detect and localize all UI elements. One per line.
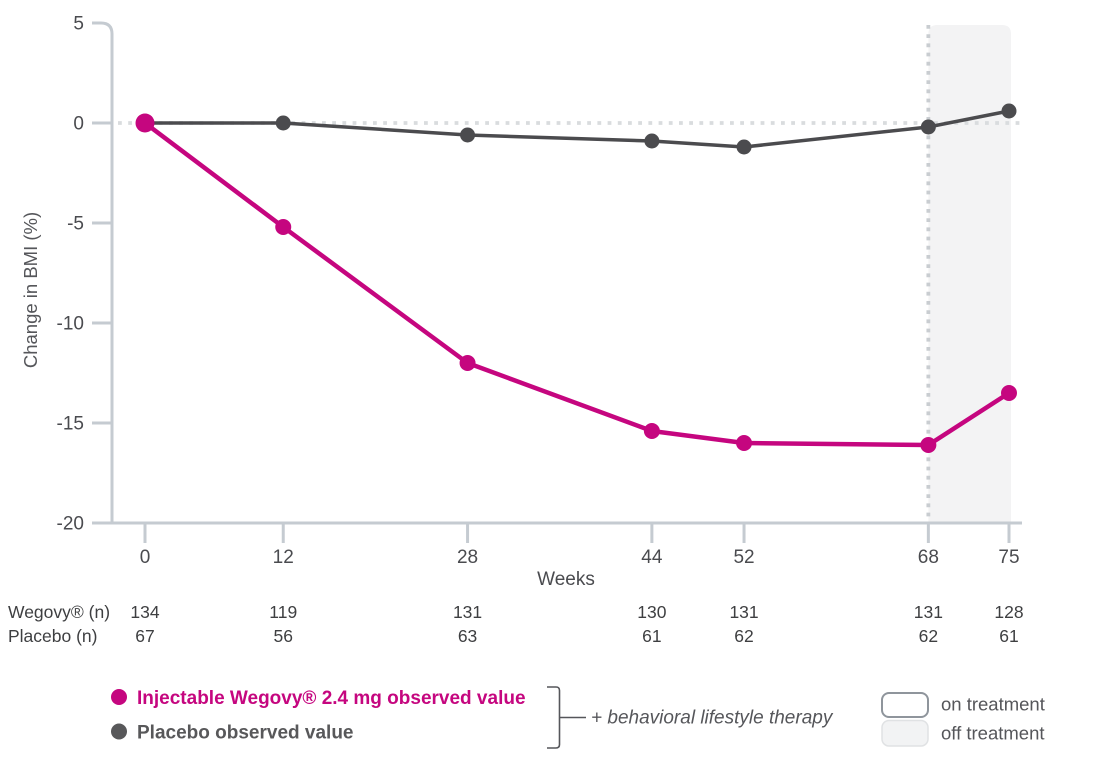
placebo-line: [143, 109, 1011, 149]
wegovy-point: [1001, 385, 1017, 401]
placebo-point: [920, 119, 936, 135]
off-treatment-region: [928, 25, 1011, 523]
on-treatment-swatch-icon: [881, 692, 929, 718]
legend-wegovy-label: Injectable Wegovy® 2.4 mg observed value: [137, 688, 526, 709]
n-value: 134: [130, 602, 159, 622]
n-value: 131: [914, 602, 943, 622]
n-value: 67: [135, 626, 154, 646]
n-value: 131: [729, 602, 758, 622]
legend-placebo-label: Placebo observed value: [137, 723, 354, 744]
x-tick-label: 12: [273, 547, 294, 568]
n-value: 63: [458, 626, 477, 646]
y-axis-line: [92, 21, 114, 523]
x-tick-label: 75: [998, 547, 1019, 568]
x-tick-label: 0: [140, 547, 151, 568]
n-value: 61: [999, 626, 1018, 646]
wegovy-point: [459, 355, 476, 371]
n-value: 62: [919, 626, 938, 646]
n-value: 131: [453, 602, 482, 622]
y-tick-label: -5: [67, 214, 84, 235]
placebo-point: [1001, 103, 1017, 119]
y-tick-label: 0: [73, 114, 84, 135]
x-axis-title: Weeks: [537, 569, 595, 590]
n-value: 61: [642, 626, 661, 646]
wegovy-point: [643, 423, 660, 439]
table-row-label-placebo: Placebo (n): [8, 626, 98, 646]
legend-wegovy-dot-icon: [111, 689, 127, 705]
legend-bracket-icon: [547, 686, 561, 749]
y-tick-label: -15: [57, 414, 84, 435]
x-tick-label: 28: [457, 547, 478, 568]
n-count-table: 134 119 131 130 131 131 128 67 56 63 61 62 62 61: [130, 602, 1023, 646]
n-value: 62: [734, 626, 753, 646]
placebo-point: [644, 133, 660, 149]
off-treatment-swatch-icon: [881, 719, 929, 747]
n-value: 130: [637, 602, 666, 622]
table-row-label-wegovy: Wegovy® (n): [8, 602, 110, 622]
y-tick-label: -20: [57, 514, 84, 535]
y-axis-title: Change in BMI (%): [20, 212, 41, 368]
legend: Injectable Wegovy® 2.4 mg observed value…: [111, 686, 1045, 749]
y-tick-label: -10: [57, 314, 84, 335]
off-treatment-label: off treatment: [941, 723, 1045, 744]
plot-area: 5 0 -5 -10 -15 -20 0 12 28 44 52 68 75: [57, 14, 1022, 568]
n-value: 119: [269, 602, 297, 622]
x-tick-label: 52: [733, 547, 754, 568]
wegovy-point: [275, 219, 292, 235]
legend-placebo-dot-icon: [111, 723, 127, 740]
wegovy-line: [142, 120, 1012, 448]
placebo-point: [736, 139, 752, 155]
placebo-point: [460, 127, 476, 143]
x-tick-label: 68: [918, 547, 939, 568]
therapy-note: + behavioral lifestyle therapy: [591, 708, 834, 729]
n-value: 56: [274, 626, 293, 646]
wegovy-point: [920, 437, 937, 453]
y-tick-label: 5: [73, 14, 84, 35]
wegovy-point: [135, 113, 155, 133]
x-tick-label: 44: [641, 547, 663, 568]
wegovy-point: [736, 435, 753, 451]
on-treatment-label: on treatment: [941, 694, 1045, 715]
placebo-point: [275, 115, 291, 131]
n-value: 128: [994, 602, 1023, 622]
